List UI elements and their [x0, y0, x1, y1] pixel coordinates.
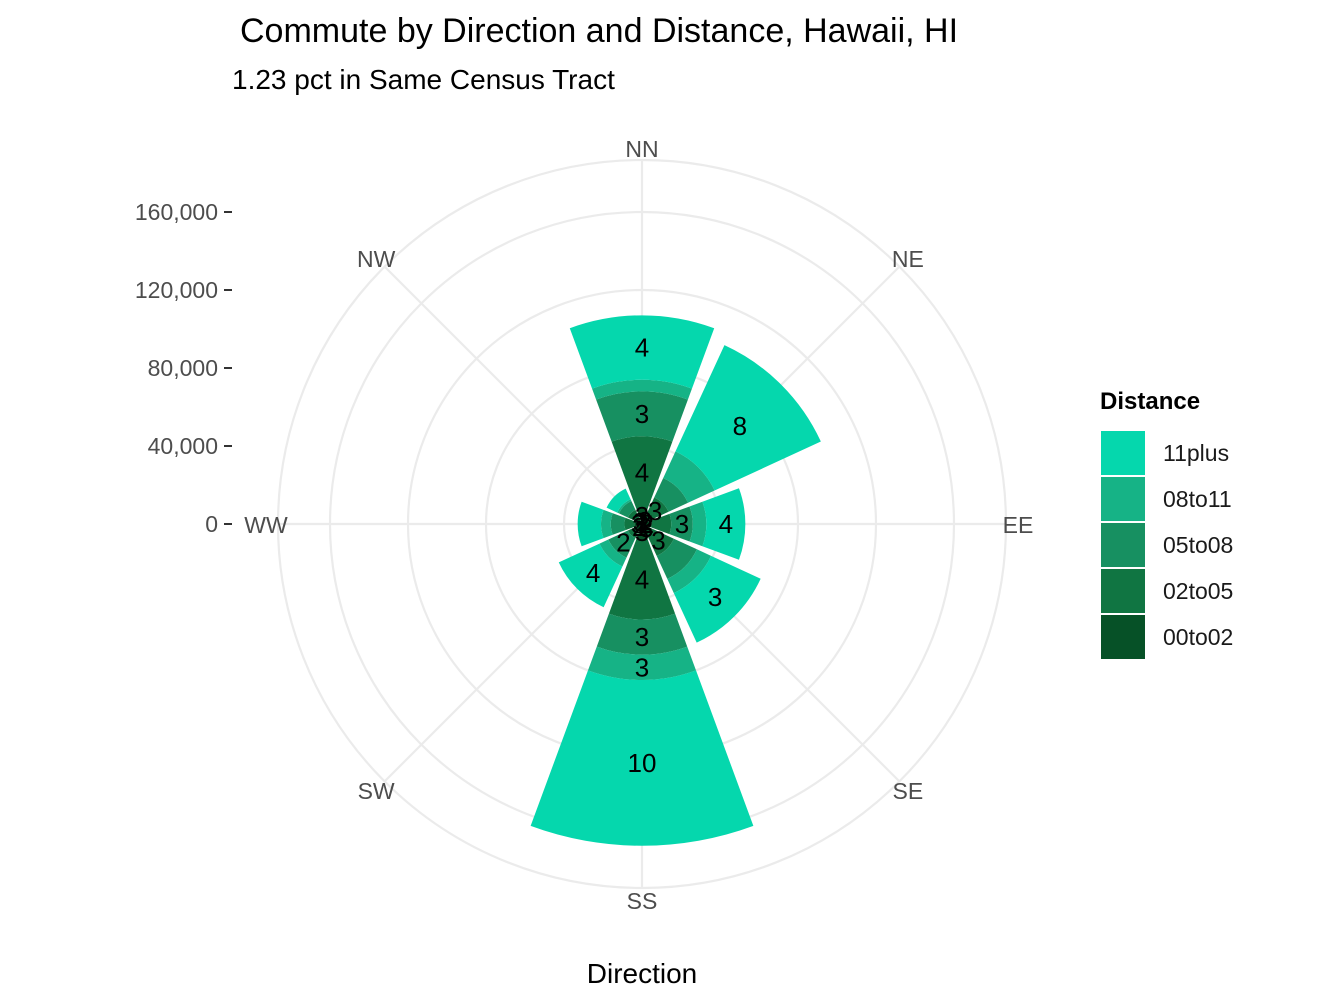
- direction-label-SE: SE: [893, 778, 924, 804]
- y-tick-label: 0: [205, 511, 218, 537]
- bar-segment-NE-11plus: [675, 345, 821, 491]
- bar-segment-SS-08to11: [588, 646, 696, 680]
- bar-segment-EE-02to05: [651, 513, 672, 535]
- bar-segment-SW-00to02: [634, 524, 642, 532]
- bar-segment-NE-08to11: [663, 451, 715, 503]
- bar-segment-SE-11plus: [673, 555, 761, 643]
- data-label-SS-08to11: 3: [635, 652, 649, 682]
- direction-label-WW: WW: [244, 512, 288, 538]
- y-tick-label: 80,000: [148, 355, 218, 381]
- data-label-NN-05to08: 3: [635, 399, 649, 429]
- bar-segment-WW-11plus: [577, 501, 604, 547]
- bar-segment-WW-02to05: [624, 517, 635, 531]
- data-label-SW-00to02: 2: [632, 512, 646, 542]
- data-label-NE-11plus: 8: [733, 411, 747, 441]
- bar-segment-SW-05to08: [608, 530, 636, 558]
- data-label-NN-02to05: 4: [635, 457, 649, 487]
- bar-segment-NN-08to11: [592, 379, 692, 400]
- data-label-SS-02to05: 4: [635, 565, 649, 595]
- bar-segment-WW-05to08: [610, 513, 626, 535]
- data-label-SE-00to02: 3: [639, 513, 653, 543]
- bar-segment-SE-02to05: [646, 528, 674, 556]
- data-label-NN-00to02: 3: [635, 501, 649, 531]
- data-label-SS-11plus: 10: [628, 748, 657, 778]
- bar-segment-NW-00to02: [636, 518, 642, 524]
- bar-segment-NE-00to02: [642, 516, 650, 524]
- direction-label-EE: EE: [1003, 512, 1034, 538]
- legend-swatch: [1101, 569, 1145, 613]
- data-label-EE-00to02: 2: [640, 509, 654, 539]
- data-label-SW-11plus: 4: [586, 558, 600, 588]
- bar-segment-EE-08to11: [689, 501, 707, 547]
- data-label-SS-05to08: 3: [635, 622, 649, 652]
- bar-segment-EE-05to08: [669, 506, 693, 542]
- legend-label: 00to02: [1163, 624, 1234, 650]
- bar-segment-SS-00to02: [636, 524, 648, 540]
- bar-segment-NN-05to08: [596, 391, 688, 442]
- data-label-WW-00to02: 3: [631, 509, 645, 539]
- bar-segment-NW-05to08: [618, 500, 636, 518]
- data-label-SS-00to02: 3: [635, 517, 649, 547]
- chart-title: Commute by Direction and Distance, Hawai…: [240, 12, 959, 50]
- legend-swatch: [1101, 431, 1145, 475]
- data-label-NE-00to02: 2: [638, 506, 652, 536]
- data-label-SE-02to05: 3: [651, 526, 665, 556]
- x-axis-label: Direction: [586, 958, 698, 989]
- bar-layer: [530, 315, 821, 846]
- y-tick-label: 40,000: [148, 433, 218, 459]
- bar-segment-NE-02to05: [645, 497, 669, 521]
- data-label-SE-11plus: 3: [708, 582, 722, 612]
- bar-segment-NW-02to05: [627, 509, 640, 522]
- legend-label: 05to08: [1163, 532, 1234, 558]
- bar-segment-SE-05to08: [656, 538, 697, 579]
- legend-swatch: [1101, 477, 1145, 521]
- bar-segment-EE-11plus: [702, 488, 746, 560]
- bar-segment-SS-02to05: [608, 538, 676, 620]
- data-label-EE-05to08: 3: [675, 509, 689, 539]
- bar-segment-NW-11plus: [606, 488, 631, 513]
- bar-segment-SS-05to08: [596, 613, 688, 655]
- data-label-NE-02to05: 3: [648, 496, 662, 526]
- bar-segment-WW-00to02: [634, 521, 642, 527]
- legend-label: 11plus: [1163, 440, 1230, 466]
- direction-label-NE: NE: [892, 246, 924, 272]
- data-label-NW-00to02: 3: [633, 507, 647, 537]
- direction-label-SW: SW: [358, 778, 395, 804]
- bar-segment-SS-11plus: [530, 670, 754, 846]
- bar-segment-WW-08to11: [601, 509, 613, 539]
- direction-label-NW: NW: [357, 246, 396, 272]
- bar-segment-NN-11plus: [569, 315, 715, 389]
- bar-segment-SW-11plus: [558, 543, 623, 608]
- legend-label: 02to05: [1163, 578, 1234, 604]
- bar-segment-NW-08to11: [617, 499, 632, 514]
- bar-segment-SW-02to05: [627, 527, 639, 539]
- chart-subtitle: 1.23 pct in Same Census Tract: [232, 64, 615, 95]
- legend-swatch: [1101, 615, 1145, 659]
- bar-segment-SE-08to11: [667, 549, 712, 594]
- data-label-SW-05to08: 2: [616, 528, 630, 558]
- bar-segment-EE-00to02: [642, 520, 652, 528]
- legend-title: Distance: [1100, 388, 1201, 415]
- data-label-NN-11plus: 4: [635, 333, 649, 363]
- direction-label-NN: NN: [625, 136, 658, 162]
- bar-segment-SW-08to11: [599, 539, 627, 567]
- axis-layer: NN NE EE SE SS SW WW NW 0 40,000 80,000 120,000 160,…: [135, 136, 1033, 914]
- grid-spoke: [383, 265, 643, 525]
- bar-segment-SE-00to02: [642, 524, 653, 535]
- legend-label: 08to11: [1163, 486, 1232, 512]
- y-tick-label: 160,000: [135, 199, 218, 225]
- bar-segment-NN-02to05: [611, 436, 673, 510]
- bar-segment-NN-00to02: [636, 508, 648, 524]
- bar-segment-NE-05to08: [654, 477, 689, 512]
- direction-label-SS: SS: [627, 888, 658, 914]
- y-tick-label: 120,000: [135, 277, 218, 303]
- data-label-EE-11plus: 4: [719, 509, 733, 539]
- legend-swatch: [1101, 523, 1145, 567]
